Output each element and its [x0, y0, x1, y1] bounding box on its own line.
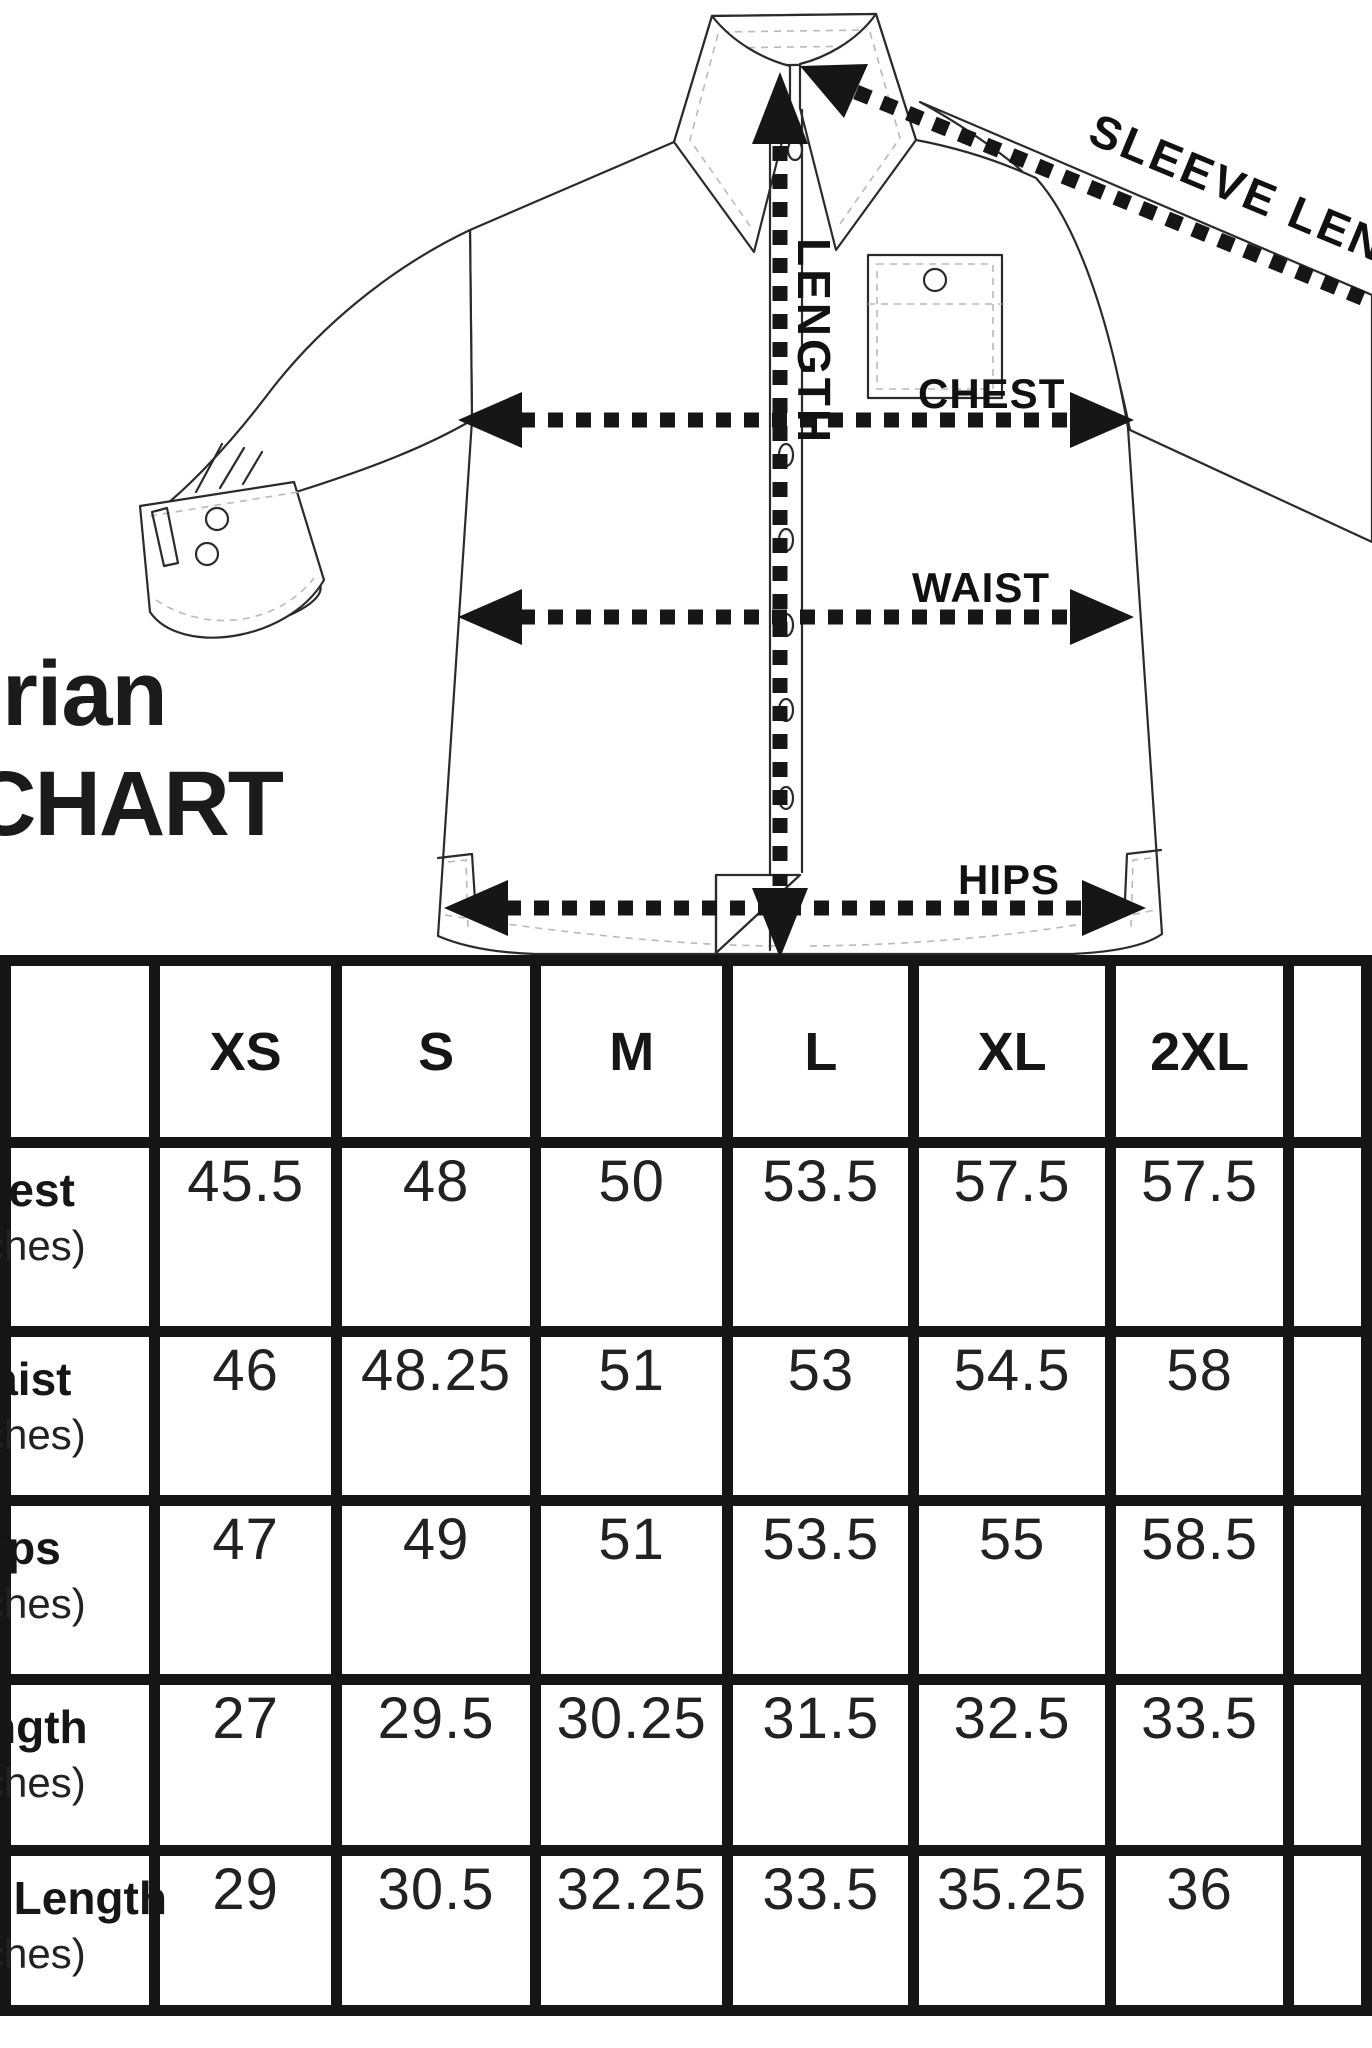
cell-hips-xl: 55	[908, 1495, 1116, 1685]
partial-column-cell	[1283, 1495, 1372, 1685]
cell-chest-2xl: 57.5	[1104, 1137, 1295, 1337]
chest-arrow	[458, 392, 1134, 448]
cell-waist-xs: 46	[149, 1326, 343, 1506]
table-row-waist: Waist(inches) 46 48.25 51 53 54.5 58	[0, 1326, 1372, 1506]
row-label-sleeve-length: Sleeve Length(inches)	[0, 1845, 167, 2016]
table-row-length: Length(inches) 27 29.5 30.25 31.5 32.5 3…	[0, 1674, 1372, 1856]
table-header-row: XS S M L XL 2XL	[0, 955, 1372, 1148]
table-row-sleeve-length: Sleeve Length(inches) 29 30.5 32.25 33.5…	[0, 1845, 1372, 2016]
partial-column-cell	[1283, 1674, 1372, 1856]
partial-column-cell	[1283, 955, 1372, 1148]
shirt-left-sleeve	[138, 228, 474, 639]
cell-sleeve-l: 33.5	[722, 1845, 920, 2016]
cell-length-s: 29.5	[331, 1674, 542, 1856]
size-chart-table: XS S M L XL 2XL Chest(inches) 45.5 48 50…	[0, 955, 1372, 2016]
page-title-line1: rian	[2, 643, 168, 745]
cell-sleeve-2xl: 36	[1104, 1845, 1295, 2016]
cell-hips-l: 53.5	[722, 1495, 920, 1685]
col-header-2xl: 2XL	[1104, 955, 1295, 1148]
cell-sleeve-xl: 35.25	[908, 1845, 1116, 2016]
cell-hips-xs: 47	[149, 1495, 343, 1685]
cell-chest-xl: 57.5	[908, 1137, 1116, 1337]
row-label-waist: Waist(inches)	[0, 1326, 161, 1506]
row-label-chest: Chest(inches)	[0, 1137, 161, 1337]
cell-sleeve-m: 32.25	[530, 1845, 734, 2016]
table-row-hips: Hips(inches) 47 49 51 53.5 55 58.5	[0, 1495, 1372, 1685]
sleeve-length-arrow	[800, 64, 1372, 309]
cell-sleeve-xs: 29	[149, 1845, 343, 2016]
cell-hips-m: 51	[530, 1495, 734, 1685]
cell-length-l: 31.5	[722, 1674, 920, 1856]
page-title-line2: CHART	[0, 753, 284, 855]
col-header-m: M	[530, 955, 734, 1148]
col-header-xs: XS	[149, 955, 343, 1148]
shirt-pocket	[866, 253, 1004, 400]
table-row-chest: Chest(inches) 45.5 48 50 53.5 57.5 57.5	[0, 1137, 1372, 1337]
col-header-s: S	[331, 955, 542, 1148]
col-header-l: L	[722, 955, 920, 1148]
cell-chest-xs: 45.5	[149, 1137, 343, 1337]
cell-waist-2xl: 58	[1104, 1326, 1295, 1506]
partial-column-cell	[1283, 1845, 1372, 2016]
cell-length-xs: 27	[149, 1674, 343, 1856]
cell-waist-s: 48.25	[331, 1326, 542, 1506]
cell-length-2xl: 33.5	[1104, 1674, 1295, 1856]
cell-waist-xl: 54.5	[908, 1326, 1116, 1506]
cell-waist-m: 51	[530, 1326, 734, 1506]
cell-length-xl: 32.5	[908, 1674, 1116, 1856]
corner-cell	[0, 955, 161, 1148]
cell-chest-s: 48	[331, 1137, 542, 1337]
row-label-hips: Hips(inches)	[0, 1495, 161, 1685]
cell-chest-l: 53.5	[722, 1137, 920, 1337]
col-header-xl: XL	[908, 955, 1116, 1148]
hips-label: HIPS	[958, 856, 1060, 903]
hips-arrow	[444, 880, 1146, 936]
cell-waist-l: 53	[722, 1326, 920, 1506]
cell-hips-s: 49	[331, 1495, 542, 1685]
cell-chest-m: 50	[530, 1137, 734, 1337]
partial-column-cell	[1283, 1326, 1372, 1506]
chest-label: CHEST	[918, 370, 1065, 417]
cell-hips-2xl: 58.5	[1104, 1495, 1295, 1685]
partial-column-cell	[1283, 1137, 1372, 1337]
row-label-length: Length(inches)	[0, 1674, 161, 1856]
cell-sleeve-s: 30.5	[331, 1845, 542, 2016]
waist-label: WAIST	[912, 564, 1050, 611]
length-label: LENGTH	[788, 238, 840, 445]
waist-arrow	[458, 589, 1134, 645]
cell-length-m: 30.25	[530, 1674, 734, 1856]
